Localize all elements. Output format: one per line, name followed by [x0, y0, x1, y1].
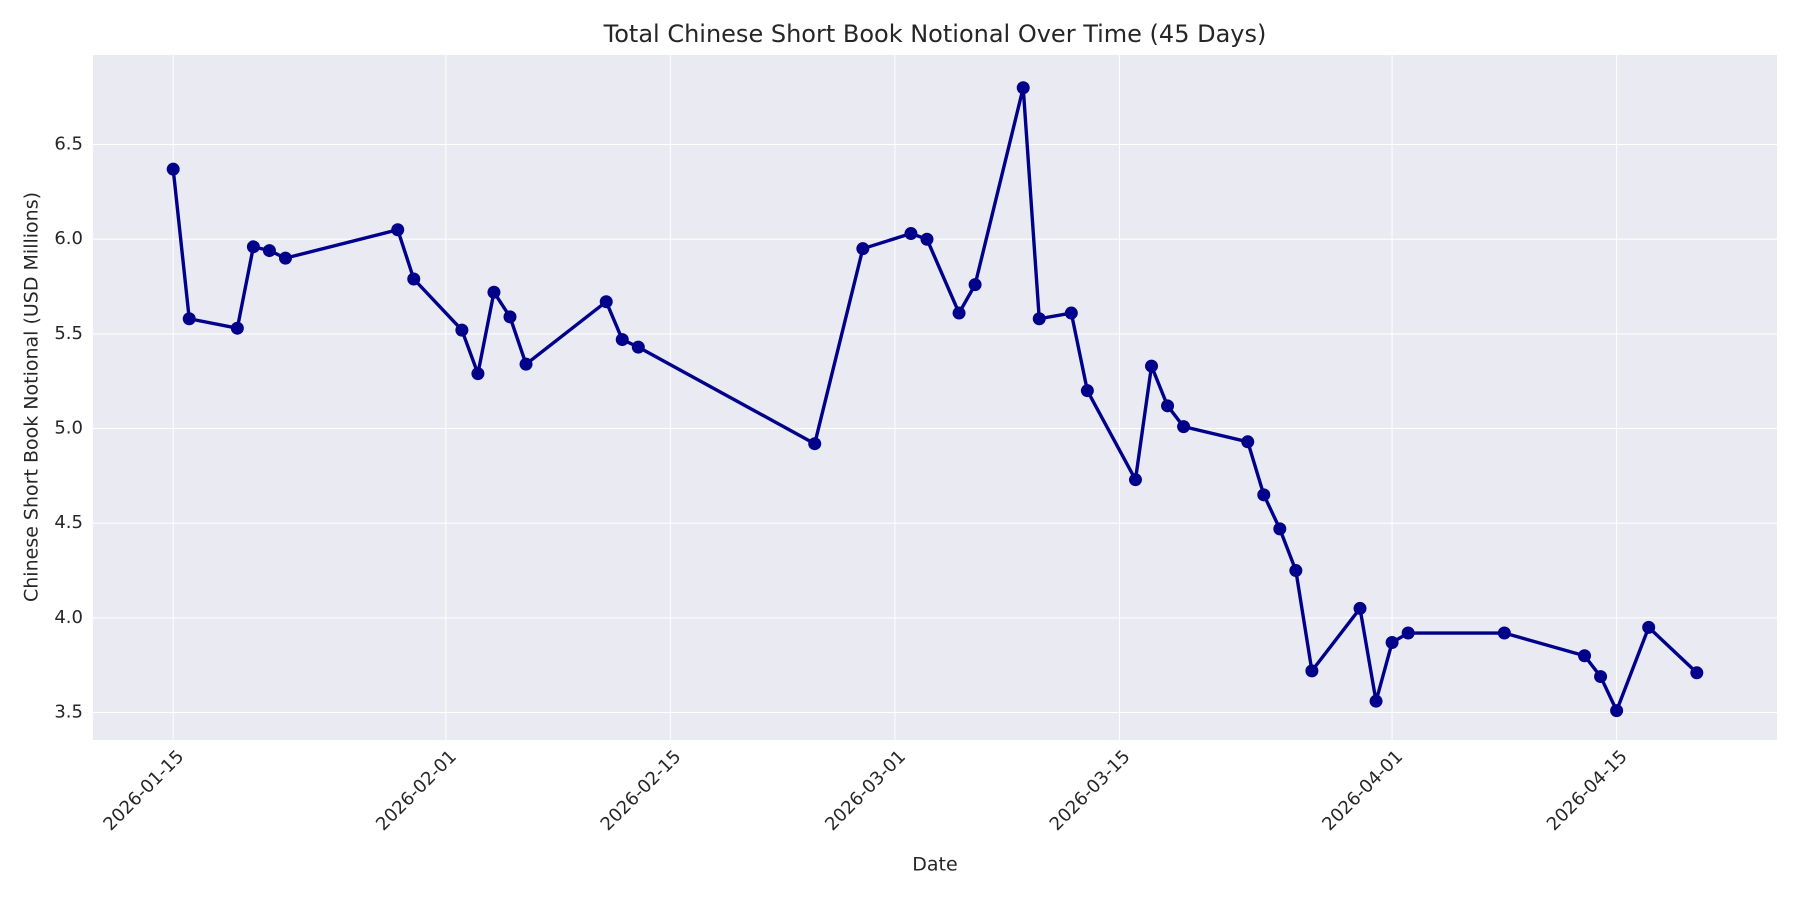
data-point	[407, 272, 421, 286]
data-point	[952, 306, 966, 320]
data-point	[1610, 704, 1624, 718]
data-point	[856, 242, 870, 256]
y-axis-label: Chinese Short Book Notional (USD Million…	[21, 192, 43, 602]
data-point	[1353, 601, 1367, 615]
data-point	[599, 295, 613, 309]
data-point	[1385, 635, 1399, 649]
data-point	[1241, 435, 1255, 449]
data-point	[487, 285, 501, 299]
x-tick-label: 2026-02-15	[597, 746, 686, 835]
x-tick-label: 2026-03-15	[1046, 746, 1135, 835]
data-point	[246, 240, 260, 254]
data-point	[1642, 620, 1656, 634]
data-point	[1177, 420, 1191, 434]
data-point	[471, 367, 485, 381]
data-point	[904, 227, 918, 241]
data-point	[1497, 626, 1511, 640]
data-point	[1128, 473, 1142, 487]
y-tick-label: 4.5	[54, 512, 83, 533]
data-point	[262, 244, 276, 258]
x-axis-label: Date	[912, 854, 957, 876]
data-point	[1690, 666, 1704, 680]
data-point	[1032, 312, 1046, 326]
data-point	[182, 312, 196, 326]
data-point	[968, 278, 982, 292]
data-point	[1161, 399, 1175, 413]
y-tick-label: 3.5	[54, 702, 83, 723]
data-point	[920, 232, 934, 246]
data-point	[1401, 626, 1415, 640]
data-point	[1369, 694, 1383, 708]
data-point	[615, 333, 629, 347]
y-tick-label: 6.5	[54, 134, 83, 155]
y-tick-label: 5.0	[54, 418, 83, 439]
x-tick-label: 2026-04-01	[1318, 746, 1407, 835]
data-point	[1064, 306, 1078, 320]
x-tick-label: 2026-03-01	[821, 746, 910, 835]
data-point	[391, 223, 405, 237]
data-point	[519, 357, 533, 371]
y-tick-label: 5.5	[54, 323, 83, 344]
data-point	[455, 323, 469, 337]
data-point	[1145, 359, 1159, 373]
data-point	[1257, 488, 1271, 502]
data-point	[1273, 522, 1287, 536]
chart-title: Total Chinese Short Book Notional Over T…	[603, 20, 1267, 48]
x-tick-label: 2026-04-15	[1543, 746, 1632, 835]
y-tick-label: 6.0	[54, 228, 83, 249]
data-point	[278, 251, 292, 265]
data-point	[1289, 564, 1303, 578]
x-tick-label: 2026-01-15	[99, 746, 188, 835]
data-point	[503, 310, 517, 324]
data-point	[1080, 384, 1094, 398]
data-point	[1578, 649, 1592, 663]
data-point	[1305, 664, 1319, 678]
data-point	[1594, 670, 1608, 684]
data-point	[808, 437, 822, 451]
x-tick-label: 2026-02-01	[372, 746, 461, 835]
y-tick-label: 4.0	[54, 607, 83, 628]
data-point	[1016, 81, 1030, 95]
data-point	[166, 162, 180, 176]
data-point	[631, 340, 645, 354]
data-point	[230, 321, 244, 335]
plot-area	[93, 55, 1777, 740]
